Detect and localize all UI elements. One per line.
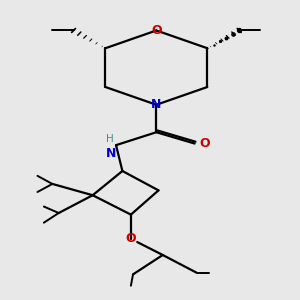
Text: N: N	[151, 98, 162, 111]
Text: N: N	[106, 147, 116, 160]
Text: O: O	[126, 232, 136, 245]
Text: O: O	[200, 137, 210, 150]
Text: O: O	[151, 24, 162, 37]
Text: H: H	[106, 134, 114, 143]
